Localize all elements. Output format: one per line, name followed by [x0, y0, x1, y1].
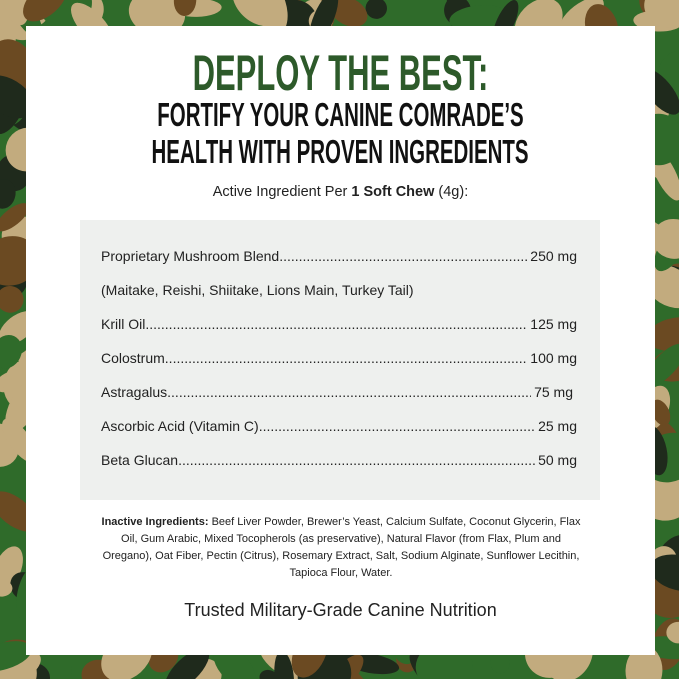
camo-blob	[651, 399, 671, 426]
ingredient-name: Ascorbic Acid (Vitamin C)	[101, 418, 259, 434]
ingredient-row: Colostrum 100 mg	[101, 350, 577, 366]
camo-blob	[3, 0, 30, 26]
camo-blob	[0, 491, 38, 532]
camo-blob	[660, 377, 679, 418]
ingredient-name: Krill Oil	[101, 316, 146, 332]
camo-blob	[23, 0, 67, 22]
ingredient-amount: 250 mg	[530, 248, 577, 264]
subheadline-line1: FORTIFY YOUR CANINE COMRADE’S	[157, 96, 524, 133]
ingredient-amount: 25 mg	[538, 418, 577, 434]
leader-dots	[145, 316, 527, 332]
leader-dots	[259, 418, 535, 434]
camo-blob	[666, 621, 679, 644]
camo-blob	[658, 50, 679, 92]
camo-blob	[0, 641, 32, 672]
ingredient-row: Ascorbic Acid (Vitamin C) 25 mg	[101, 418, 577, 434]
ingredient-name: (Maitake, Reishi, Shiitake, Lions Main, …	[101, 282, 414, 298]
inactive-ingredients: Inactive Ingredients: Beef Liver Powder,…	[101, 516, 581, 579]
camo-blob	[647, 317, 679, 352]
camo-blob	[274, 650, 295, 679]
camo-blob	[0, 203, 29, 232]
ingredient-name: Beta Glucan	[101, 452, 179, 468]
camo-blob	[365, 0, 387, 19]
camo-blob	[643, 264, 679, 309]
leader-dots	[165, 350, 528, 366]
leader-dots	[167, 384, 531, 400]
camo-blob	[490, 652, 510, 674]
camo-blob	[652, 218, 679, 259]
camo-blob	[128, 0, 186, 36]
camo-blob	[0, 236, 39, 286]
camo-blob	[213, 645, 256, 679]
leader-dots	[279, 248, 527, 264]
camo-blob	[625, 645, 663, 679]
ingredient-row: Beta Glucan 50 mg	[101, 452, 577, 468]
footer-tagline: Trusted Military-Grade Canine Nutrition	[184, 600, 497, 620]
camo-blob	[0, 334, 22, 369]
serving-size: Active Ingredient Per 1 Soft Chew (4g):	[212, 184, 469, 200]
active-ingredients-box: Proprietary Mushroom Blend 250 mg (Maitake…	[80, 220, 600, 500]
camo-blob	[0, 179, 16, 209]
camo-blob	[0, 285, 24, 313]
ingredient-row: (Maitake, Reishi, Shiitake, Lions Main, …	[101, 282, 577, 298]
camo-blob	[644, 0, 679, 28]
ingredient-name: Proprietary Mushroom Blend	[101, 248, 280, 264]
ingredient-row: Krill Oil 125 mg	[101, 316, 577, 332]
camo-blob	[449, 5, 509, 32]
camo-blob	[0, 75, 35, 119]
camo-blob	[252, 0, 288, 35]
headline: DEPLOY THE BEST:	[192, 45, 489, 101]
ingredient-row: Proprietary Mushroom Blend 250 mg	[101, 248, 577, 264]
camo-blob	[165, 648, 210, 679]
camo-blob	[329, 0, 368, 27]
ingredient-amount: 75 mg	[534, 384, 573, 400]
camo-blob	[259, 669, 280, 679]
ingredient-name: Astragalus	[101, 384, 168, 400]
ingredient-amount: 100 mg	[530, 350, 577, 366]
subheadline-line2: HEALTH WITH PROVEN INGREDIENTS	[151, 133, 529, 170]
ingredient-name: Colostrum	[101, 350, 165, 366]
leader-dots	[178, 452, 535, 468]
camo-blob	[173, 0, 197, 17]
ingredient-row: Astragalus 75 mg	[101, 384, 577, 400]
ingredient-amount: 50 mg	[538, 452, 577, 468]
camo-blob	[0, 578, 13, 597]
label-panel: DEPLOY THE BEST: FORTIFY YOUR CANINE COM…	[26, 26, 655, 655]
ingredient-amount: 125 mg	[530, 316, 577, 332]
